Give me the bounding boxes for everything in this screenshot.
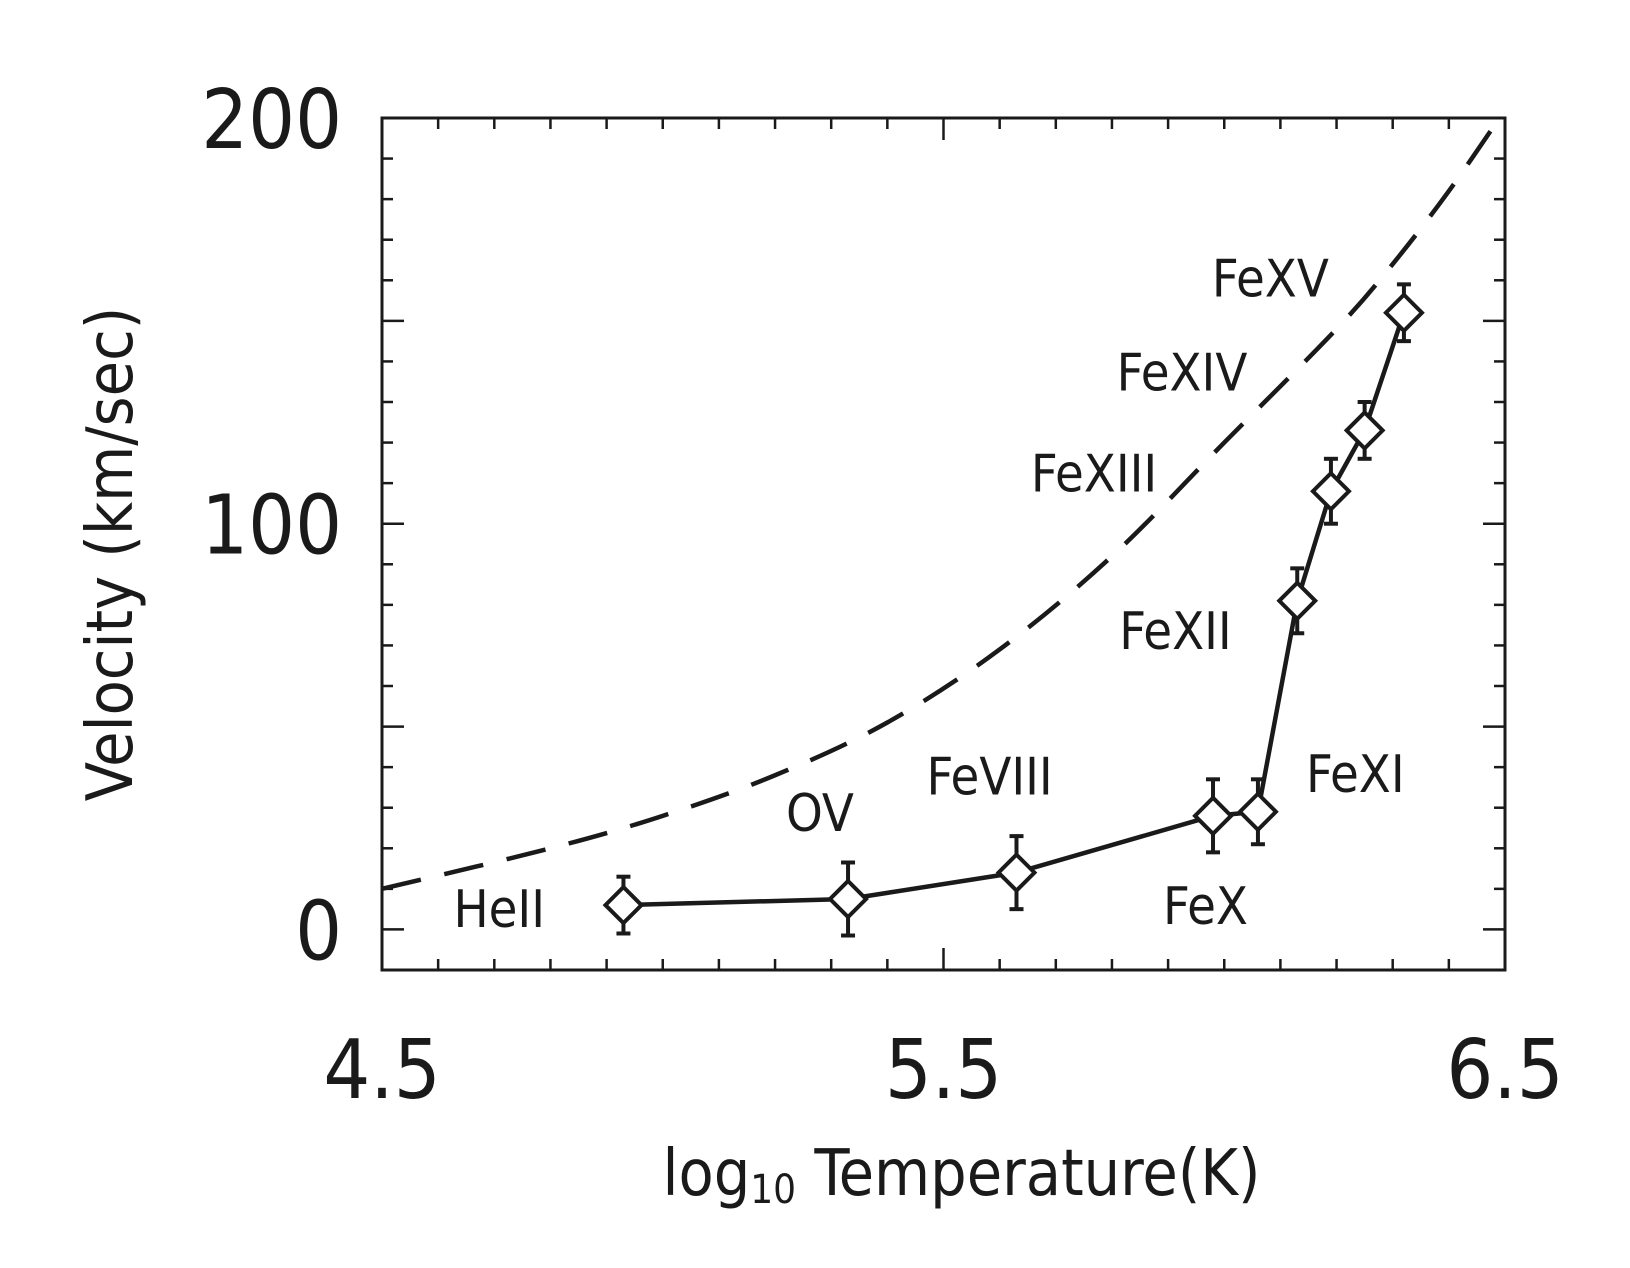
ion-label: FeX <box>1163 877 1248 937</box>
ion-label: FeVIII <box>926 748 1052 808</box>
diamond-marker <box>1276 579 1319 622</box>
y-tick-label: 0 <box>295 884 342 979</box>
ion-label: OV <box>786 784 854 844</box>
x-axis-title-subscript: 10 <box>750 1167 796 1213</box>
ion-label: FeXI <box>1306 745 1405 805</box>
y-tick-labels: 0 100 200 <box>201 73 342 979</box>
ion-label: FeXV <box>1212 250 1329 310</box>
diamond-marker <box>602 884 645 926</box>
y-axis-title: Velocity (km/sec) <box>74 307 148 802</box>
x-tick-label: 6.5 <box>1446 1023 1563 1118</box>
x-axis-title: log10 Temperature(K) <box>662 1137 1260 1213</box>
diamond-marker <box>1343 409 1386 452</box>
minor-ticks <box>380 116 1507 970</box>
x-tick-label: 5.5 <box>885 1023 1002 1118</box>
x-axis-title-log: log <box>662 1137 750 1211</box>
dashed-model-curve <box>382 112 1505 892</box>
ion-labels: HeII OV FeVIII FeX FeXI FeXII FeXIII FeXIV FeXV <box>453 250 1404 940</box>
x-tick-label: 4.5 <box>323 1023 440 1118</box>
diamond-marker <box>1237 790 1279 833</box>
data-markers <box>602 282 1425 938</box>
ion-label: HeII <box>453 880 545 940</box>
x-tick-labels: 4.5 5.5 6.5 <box>323 1023 1563 1118</box>
plot-frame <box>380 116 1507 972</box>
x-axis-title-rest: Temperature(K) <box>796 1137 1260 1211</box>
diamond-marker <box>1310 470 1352 513</box>
dashed-curve-group <box>382 112 1505 892</box>
diamond-marker <box>1192 795 1234 837</box>
y-tick-label: 100 <box>201 479 342 574</box>
y-tick-label: 200 <box>201 73 342 168</box>
ion-label: FeXII <box>1119 602 1231 662</box>
ion-label: FeXIV <box>1117 343 1248 403</box>
ion-label: FeXIII <box>1031 444 1157 504</box>
diamond-marker <box>1383 291 1425 334</box>
diamond-marker <box>995 851 1038 894</box>
diamond-marker <box>827 878 869 920</box>
